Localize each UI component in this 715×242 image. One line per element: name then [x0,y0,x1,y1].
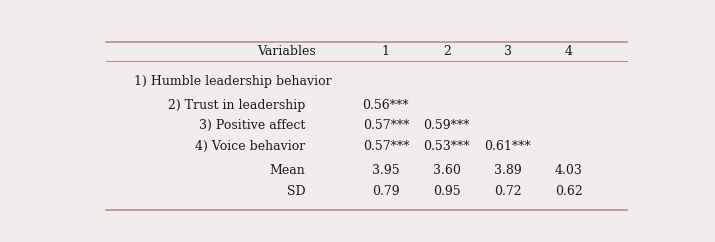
Text: 0.56***: 0.56*** [363,99,409,112]
Text: 4: 4 [565,45,573,58]
Text: 4.03: 4.03 [555,164,583,177]
Text: 0.57***: 0.57*** [363,140,409,153]
Text: 3: 3 [504,45,512,58]
Text: 0.72: 0.72 [494,185,521,198]
Text: SD: SD [287,185,305,198]
Text: 0.57***: 0.57*** [363,120,409,132]
Text: 1: 1 [382,45,390,58]
Text: 0.79: 0.79 [372,185,400,198]
Text: 0.61***: 0.61*** [485,140,531,153]
Text: Mean: Mean [270,164,305,177]
Text: 3) Positive affect: 3) Positive affect [199,120,305,132]
Text: 3.60: 3.60 [433,164,460,177]
Text: Variables: Variables [257,45,315,58]
Text: 4) Voice behavior: 4) Voice behavior [195,140,305,153]
Text: 0.53***: 0.53*** [423,140,470,153]
Text: 0.95: 0.95 [433,185,460,198]
Text: 3.89: 3.89 [494,164,522,177]
Text: 2) Trust in leadership: 2) Trust in leadership [168,99,305,112]
Text: 0.62: 0.62 [555,185,583,198]
Text: 2: 2 [443,45,450,58]
Text: 3.95: 3.95 [372,164,400,177]
Text: 1) Humble leadership behavior: 1) Humble leadership behavior [134,75,331,88]
Text: 0.59***: 0.59*** [423,120,470,132]
